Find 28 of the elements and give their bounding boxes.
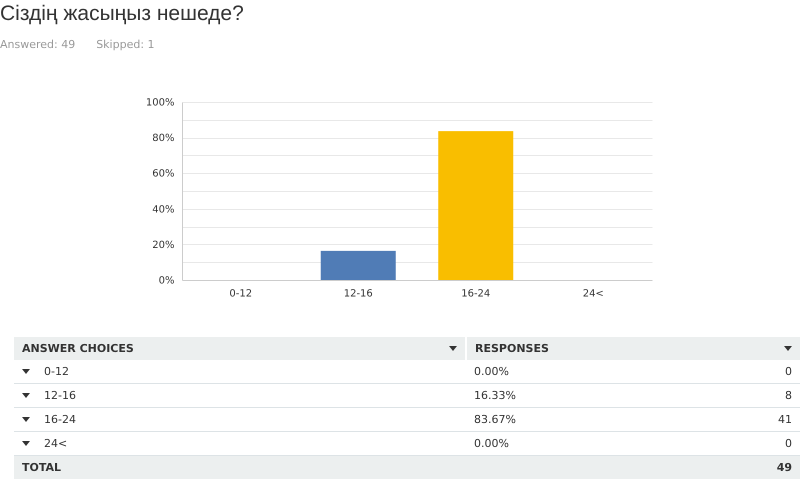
text: 8 bbox=[682, 384, 800, 408]
text: 83.67% bbox=[466, 408, 683, 432]
text: 0.00% bbox=[466, 432, 683, 456]
text: Answered: 49 Skipped: 1 bbox=[0, 38, 155, 51]
category-label: 24< bbox=[44, 437, 68, 450]
text: 0 bbox=[682, 360, 800, 384]
y-tick-label: 40% bbox=[152, 204, 174, 216]
text: 0.00% bbox=[466, 360, 683, 384]
category-label: 0-12 bbox=[44, 365, 69, 378]
text: TOTAL bbox=[14, 456, 683, 479]
y-tick-label: 60% bbox=[152, 168, 174, 180]
category-label: 16-24 bbox=[44, 413, 76, 426]
text: 0 bbox=[682, 432, 800, 456]
y-tick-label: 80% bbox=[152, 133, 174, 144]
x-tick-label: 12-16 bbox=[344, 288, 373, 300]
y-tick-label: 100% bbox=[146, 98, 174, 108]
text: 49 bbox=[682, 456, 800, 479]
x-tick-label: 16-24 bbox=[461, 288, 490, 300]
y-tick-label: 0% bbox=[158, 276, 174, 286]
text: RESPONSES bbox=[466, 337, 800, 360]
x-tick-label: 24< bbox=[582, 288, 604, 300]
chart-title: Сіздің жасыңыз нешеде? bbox=[0, 2, 244, 26]
category-label: 12-16 bbox=[44, 389, 76, 402]
text: 41 bbox=[682, 408, 800, 432]
text: ANSWER CHOICES bbox=[14, 337, 466, 360]
x-tick-label: 0-12 bbox=[229, 288, 252, 300]
y-tick-label: 20% bbox=[152, 240, 174, 251]
text: 16.33% bbox=[466, 384, 683, 408]
